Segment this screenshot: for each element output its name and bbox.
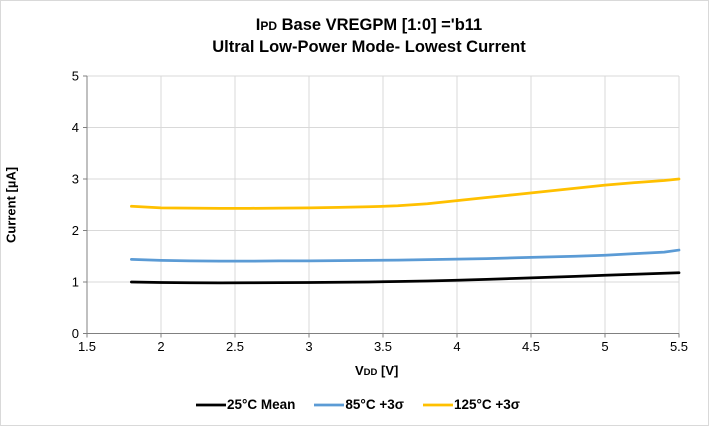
svg-text:5.5: 5.5 (670, 339, 688, 354)
svg-text:4: 4 (453, 339, 460, 354)
svg-text:5: 5 (72, 69, 79, 84)
svg-text:4.5: 4.5 (522, 339, 540, 354)
svg-text:3.5: 3.5 (374, 339, 392, 354)
svg-text:2: 2 (157, 339, 164, 354)
svg-text:4: 4 (72, 120, 79, 135)
svg-text:2: 2 (72, 223, 79, 238)
svg-text:5: 5 (601, 339, 608, 354)
svg-text:1.5: 1.5 (78, 339, 96, 354)
svg-text:2.5: 2.5 (226, 339, 244, 354)
svg-text:3: 3 (72, 172, 79, 187)
svg-text:1: 1 (72, 275, 79, 290)
svg-text:3: 3 (305, 339, 312, 354)
